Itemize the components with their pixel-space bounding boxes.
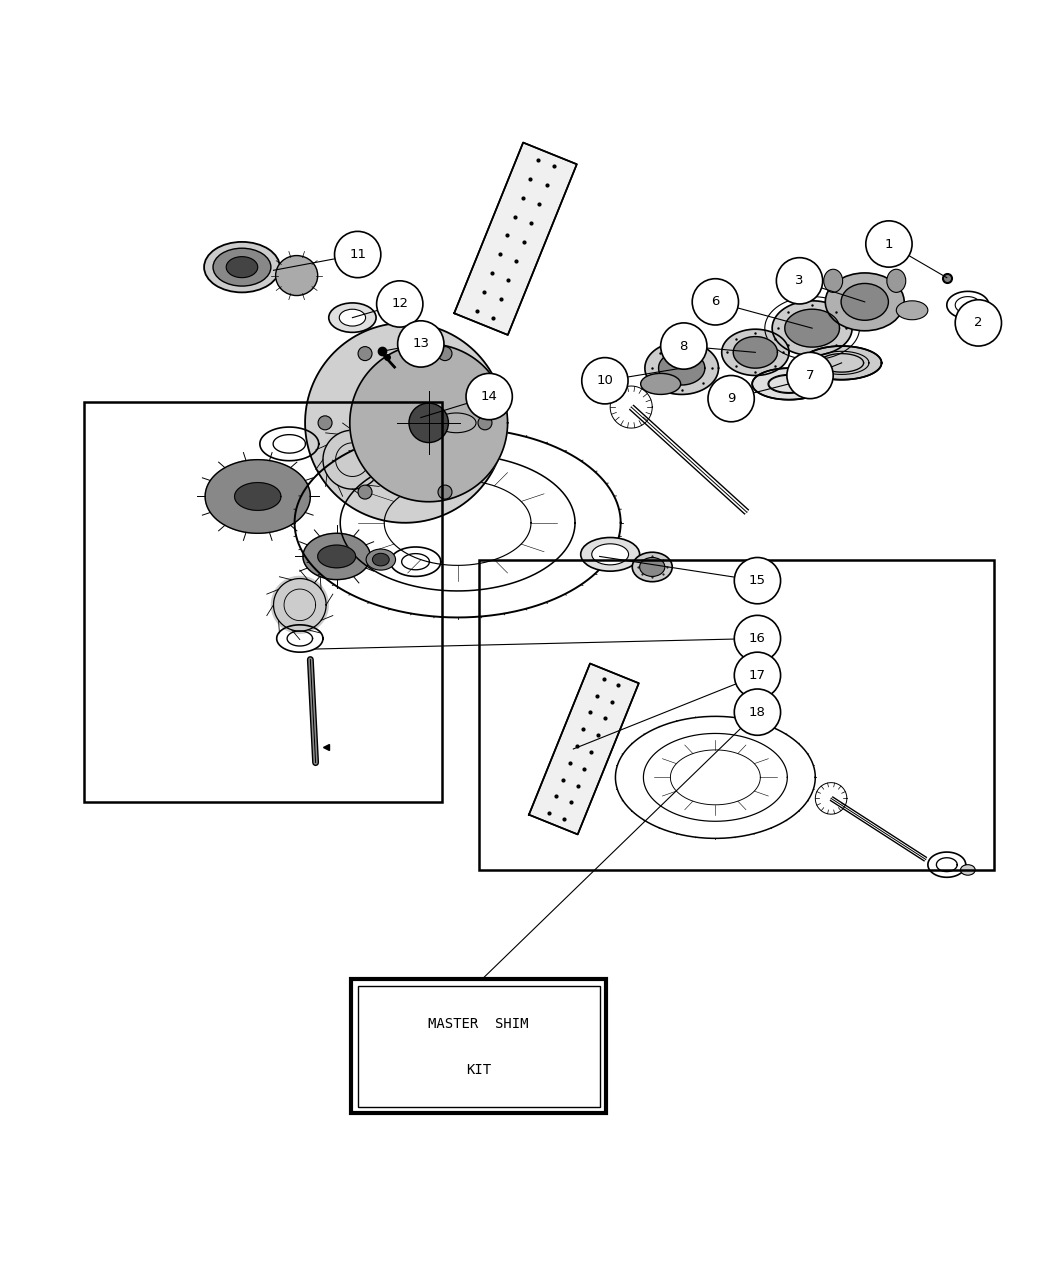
Circle shape (398, 321, 444, 366)
Ellipse shape (372, 553, 389, 566)
Circle shape (377, 281, 423, 327)
Polygon shape (271, 576, 328, 633)
Text: 12: 12 (391, 298, 408, 310)
Ellipse shape (366, 549, 396, 570)
Ellipse shape (328, 303, 377, 332)
Ellipse shape (842, 283, 888, 321)
Text: 6: 6 (711, 295, 720, 308)
Circle shape (318, 416, 332, 430)
Circle shape (335, 231, 381, 277)
Polygon shape (722, 329, 789, 375)
Circle shape (438, 346, 452, 360)
Polygon shape (772, 301, 852, 355)
Circle shape (708, 375, 754, 421)
Polygon shape (350, 344, 508, 502)
Ellipse shape (213, 248, 271, 286)
Polygon shape (529, 664, 639, 834)
Ellipse shape (887, 269, 906, 292)
Text: 1: 1 (885, 238, 893, 250)
Circle shape (438, 485, 452, 499)
Text: 8: 8 (680, 340, 688, 352)
Text: 11: 11 (349, 248, 366, 261)
Text: MASTER  SHIM: MASTER SHIM (428, 1018, 529, 1032)
Ellipse shape (896, 301, 928, 319)
Ellipse shape (825, 273, 904, 331)
Circle shape (692, 278, 739, 326)
Polygon shape (205, 460, 310, 534)
Circle shape (734, 690, 781, 736)
Polygon shape (321, 428, 384, 492)
Circle shape (734, 653, 781, 699)
Text: KIT: KIT (466, 1064, 491, 1078)
Ellipse shape (226, 257, 258, 277)
Text: 16: 16 (749, 632, 766, 645)
Ellipse shape (640, 558, 665, 576)
Polygon shape (454, 143, 576, 335)
Circle shape (776, 258, 823, 304)
Ellipse shape (632, 552, 672, 582)
Circle shape (358, 346, 372, 360)
Circle shape (866, 221, 912, 267)
Polygon shape (785, 309, 839, 347)
Circle shape (478, 416, 492, 430)
Polygon shape (802, 346, 882, 379)
Text: 15: 15 (749, 575, 766, 587)
Polygon shape (303, 534, 370, 580)
Ellipse shape (641, 373, 681, 395)
Ellipse shape (960, 865, 975, 875)
Text: 9: 9 (727, 392, 735, 405)
Circle shape (582, 358, 628, 404)
Ellipse shape (276, 255, 318, 295)
FancyBboxPatch shape (351, 979, 606, 1114)
Text: 13: 13 (412, 337, 429, 350)
Ellipse shape (437, 412, 476, 433)
Circle shape (955, 300, 1002, 346)
Ellipse shape (581, 538, 640, 571)
Polygon shape (659, 351, 705, 384)
Text: 18: 18 (749, 706, 766, 719)
Circle shape (358, 485, 372, 499)
Text: 2: 2 (974, 317, 983, 329)
Polygon shape (235, 483, 281, 511)
Polygon shape (752, 368, 826, 400)
Ellipse shape (409, 404, 448, 443)
Ellipse shape (824, 269, 843, 292)
Polygon shape (305, 323, 505, 522)
Text: 14: 14 (481, 389, 498, 404)
Text: 7: 7 (806, 369, 814, 382)
Ellipse shape (591, 544, 628, 564)
Circle shape (734, 616, 781, 661)
Text: 10: 10 (596, 374, 613, 387)
Text: 17: 17 (749, 669, 766, 682)
Ellipse shape (339, 309, 366, 326)
Polygon shape (318, 545, 356, 568)
Circle shape (661, 323, 707, 369)
Polygon shape (733, 337, 777, 368)
Ellipse shape (204, 241, 280, 292)
Text: 3: 3 (795, 275, 804, 287)
Circle shape (466, 373, 512, 420)
Circle shape (787, 352, 833, 398)
Circle shape (734, 558, 781, 604)
Polygon shape (645, 342, 719, 395)
